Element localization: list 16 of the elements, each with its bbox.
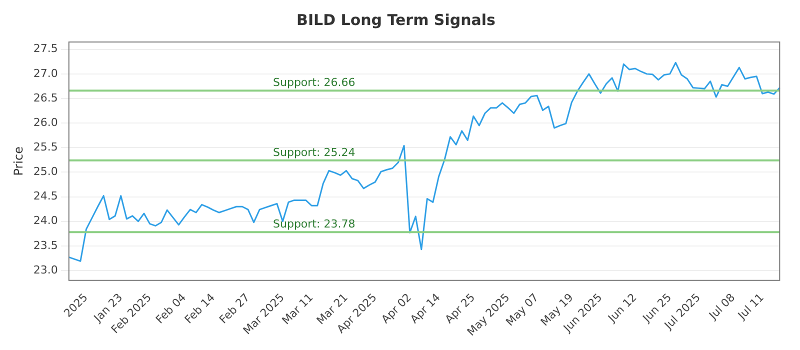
y-tick-label: 25.0 bbox=[33, 165, 58, 178]
y-tick-label: 27.0 bbox=[33, 66, 58, 80]
y-tick-label: 25.5 bbox=[33, 140, 58, 154]
y-axis-title: Price bbox=[11, 146, 26, 176]
y-tick-label: 24.0 bbox=[33, 214, 58, 228]
ref-line-label: Support: 25.24 bbox=[273, 146, 356, 159]
x-tick-label: Jun 12 bbox=[604, 290, 640, 326]
chart-title: BILD Long Term Signals bbox=[296, 10, 496, 29]
y-tick-label: 24.5 bbox=[33, 190, 58, 203]
ref-line-label: Support: 26.66 bbox=[273, 76, 356, 90]
y-tick-label: 27.5 bbox=[33, 42, 58, 56]
y-tick-label: 23.5 bbox=[33, 238, 58, 252]
y-tick-label: 26.5 bbox=[33, 91, 58, 104]
y-tick-label: 26.0 bbox=[33, 116, 58, 129]
ref-line-label: Support: 23.78 bbox=[273, 218, 356, 231]
y-tick-label: 23.0 bbox=[33, 263, 58, 276]
